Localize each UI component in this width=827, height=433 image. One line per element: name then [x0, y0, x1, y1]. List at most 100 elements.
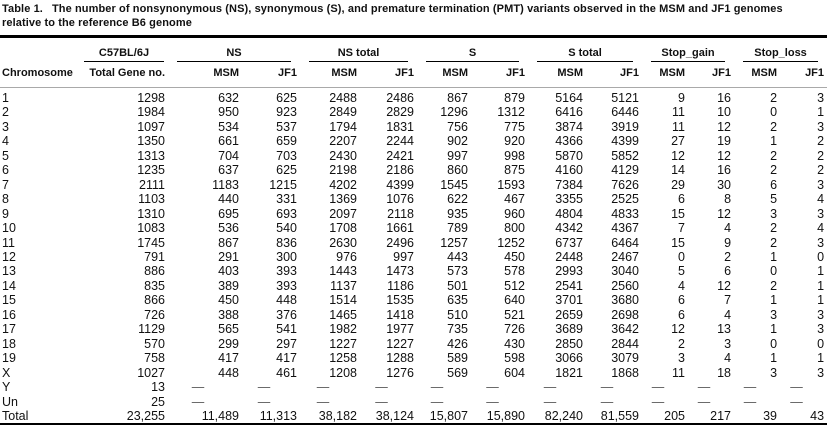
- value-cell: 443: [447, 249, 468, 264]
- value-cell: 297: [276, 336, 297, 351]
- value-cell: 39: [763, 408, 778, 423]
- value-cell: 5870: [555, 148, 583, 163]
- value-cell: 866: [144, 293, 165, 308]
- group-header-s-total: S total: [528, 38, 642, 62]
- value-cell: 3689: [555, 322, 583, 337]
- value-cell: 5: [770, 192, 778, 207]
- value-cell: 2541: [555, 278, 583, 293]
- value-cell: 1: [817, 351, 825, 366]
- table-row: 5 1313 704 703 2430 2421 997 998 5870 5852 12 12 2 2: [0, 149, 827, 163]
- value-cell: 4399: [611, 134, 639, 149]
- chromosome-cell: 11: [2, 235, 15, 250]
- chromosome-cell: 1: [2, 91, 9, 105]
- value-cell: 2244: [386, 134, 414, 149]
- value-cell: —: [257, 380, 271, 395]
- value-cell: 902: [447, 134, 468, 149]
- value-cell: 4: [817, 221, 825, 236]
- value-cell: 2097: [329, 206, 357, 221]
- value-cell: —: [375, 394, 388, 409]
- value-cell: —: [543, 380, 557, 395]
- chromosome-cell: 12: [2, 249, 16, 264]
- value-cell: 2630: [329, 235, 357, 250]
- value-cell: 1473: [386, 264, 414, 279]
- value-cell: 2849: [329, 105, 357, 120]
- value-cell: 11: [672, 105, 685, 120]
- value-cell: 1984: [137, 105, 165, 120]
- value-cell: 82,240: [544, 408, 583, 423]
- value-cell: 598: [504, 351, 525, 366]
- table-row: 18 570 299 297 1227 1227 426 430 2850 2844 2 3 0 0: [0, 337, 827, 351]
- chromosome-cell: X: [2, 365, 11, 380]
- group-header-ns-total: NS total: [300, 38, 417, 62]
- value-cell: 2111: [139, 177, 165, 192]
- value-cell: 3: [678, 351, 685, 366]
- table-row: 1 1298 632 625 2488 2486 867 879 5164 5121 9 16 2 3: [0, 88, 827, 106]
- data-table: C57BL/6J NS NS total S S total Stop_gain…: [0, 38, 827, 426]
- value-cell: 2: [678, 336, 685, 351]
- value-cell: —: [790, 380, 803, 395]
- value-cell: 6: [678, 293, 685, 308]
- value-cell: 426: [447, 336, 468, 351]
- value-cell: —: [697, 380, 711, 395]
- value-cell: 448: [276, 293, 297, 308]
- table-caption: Table 1. The number of nonsynonymous (NS)…: [0, 0, 827, 38]
- value-cell: 622: [447, 192, 468, 207]
- table-row: 4 1350 661 659 2207 2244 902 920 4366 4399 27 19 1 2: [0, 134, 827, 148]
- value-cell: 4160: [555, 163, 583, 178]
- value-cell: 4833: [611, 206, 639, 221]
- value-cell: 3701: [555, 293, 583, 308]
- value-cell: 6: [678, 192, 685, 207]
- value-cell: 13: [717, 322, 732, 337]
- value-cell: 3040: [611, 264, 639, 279]
- value-cell: 4804: [555, 206, 583, 221]
- value-cell: 735: [447, 322, 468, 337]
- chromosome-cell: 3: [2, 119, 9, 134]
- value-cell: —: [430, 394, 444, 409]
- value-cell: 950: [218, 105, 239, 120]
- value-cell: 15,807: [429, 408, 468, 423]
- value-cell: 12: [717, 278, 732, 293]
- value-cell: 1312: [497, 105, 525, 120]
- value-cell: 3: [817, 119, 825, 134]
- column-header-total-gene-no: Total Gene no.: [80, 62, 168, 88]
- value-cell: 0: [770, 105, 778, 120]
- value-cell: 573: [447, 264, 468, 279]
- value-cell: 960: [504, 206, 525, 221]
- value-cell: 13: [151, 380, 165, 395]
- value-cell: 2: [817, 148, 825, 163]
- value-cell: 2421: [386, 148, 414, 163]
- value-cell: 512: [504, 278, 525, 293]
- value-cell: 726: [504, 322, 525, 337]
- value-cell: 860: [447, 163, 468, 178]
- value-cell: 3066: [555, 351, 583, 366]
- value-cell: 12: [717, 148, 732, 163]
- value-cell: 1: [817, 264, 825, 279]
- value-cell: —: [743, 394, 757, 409]
- value-cell: 9: [724, 235, 732, 250]
- table-row: 2 1984 950 923 2849 2829 1296 1312 6416 6446 11 10 0…: [0, 105, 827, 119]
- value-cell: 1535: [386, 293, 414, 308]
- value-cell: 2: [770, 119, 778, 134]
- value-cell: 2: [770, 91, 778, 105]
- value-cell: 1: [817, 278, 825, 293]
- value-cell: 2659: [555, 307, 583, 322]
- value-cell: 6: [770, 177, 778, 192]
- value-cell: 637: [218, 163, 239, 178]
- value-cell: 4202: [329, 177, 357, 192]
- value-cell: 1137: [330, 278, 357, 293]
- value-cell: 3: [817, 365, 825, 380]
- value-cell: 879: [504, 91, 525, 105]
- group-header-spacer: [0, 38, 80, 62]
- value-cell: 393: [276, 264, 297, 279]
- value-cell: 693: [276, 206, 297, 221]
- value-cell: 4366: [555, 134, 583, 149]
- group-header-ns: NS: [168, 38, 300, 62]
- table-row: 9 1310 695 693 2097 2118 935 960 4804 4833 15 12 3 3: [0, 207, 827, 221]
- value-cell: 1: [817, 105, 825, 120]
- value-cell: 1: [770, 249, 778, 264]
- value-cell: 5852: [611, 148, 639, 163]
- value-cell: 300: [276, 249, 297, 264]
- value-cell: 2829: [386, 105, 414, 120]
- value-cell: 3: [817, 91, 825, 105]
- value-cell: 836: [276, 235, 297, 250]
